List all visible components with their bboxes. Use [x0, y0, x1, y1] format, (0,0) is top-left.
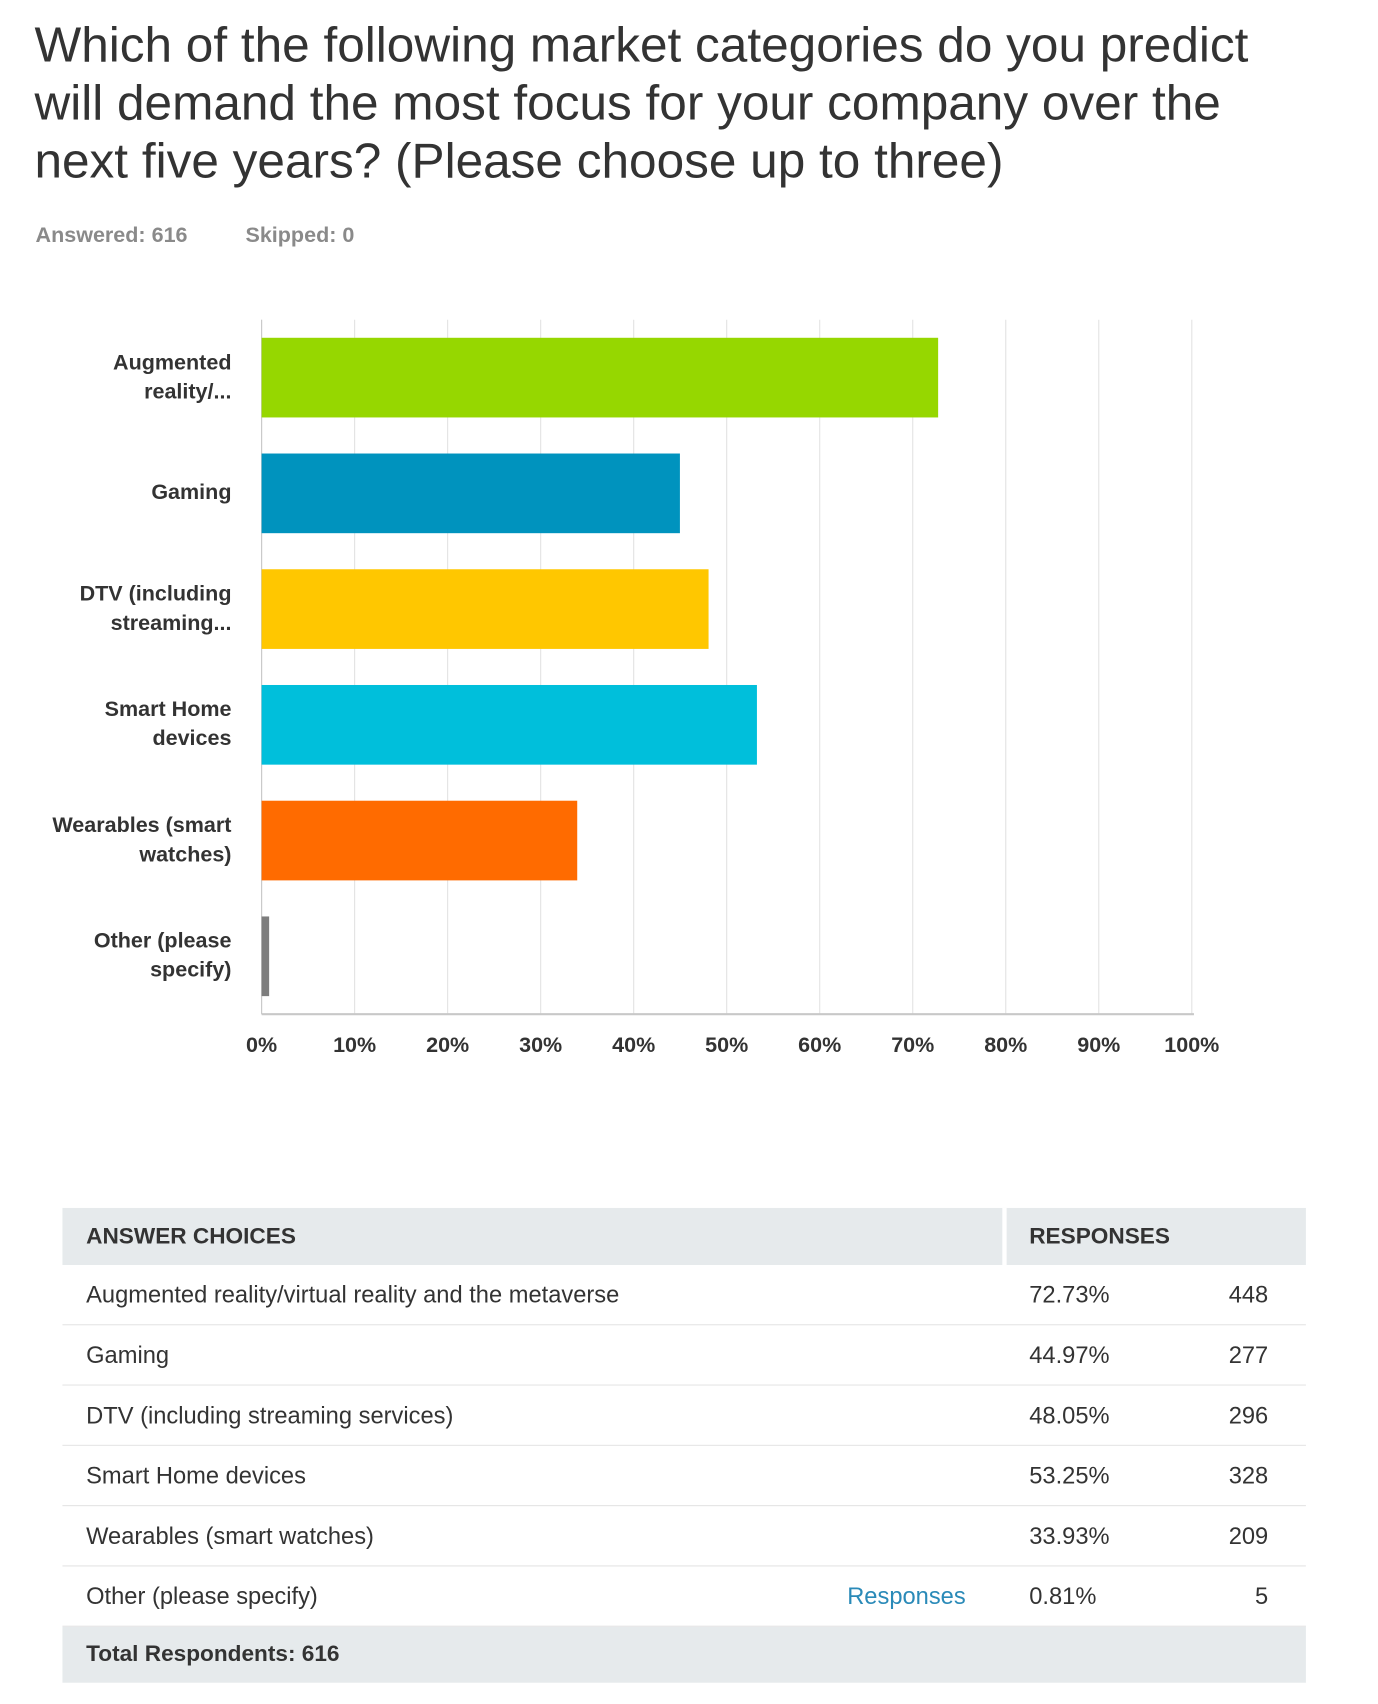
bar: [261, 337, 939, 418]
answered-count: Answered: 616: [35, 223, 188, 248]
total-respondents: Total Respondents: 616: [86, 1641, 340, 1667]
table-row: Wearables (smart watches) 33.93% 209: [62, 1506, 1306, 1567]
response-percent: 53.25%: [1029, 1461, 1110, 1489]
x-tick-label: 30%: [519, 1033, 562, 1057]
x-tick-label: 80%: [984, 1033, 1027, 1057]
x-tick-label: 70%: [891, 1033, 934, 1057]
table-header: ANSWER CHOICES RESPONSES: [62, 1207, 1306, 1266]
answer-choice: Augmented reality/virtual reality and th…: [86, 1280, 620, 1308]
x-tick-label: 40%: [612, 1033, 655, 1057]
header-cell: RESPONSES: [1029, 1223, 1170, 1249]
response-percent: 0.81%: [1029, 1582, 1097, 1609]
y-tick-label: Augmented reality/...: [113, 350, 232, 404]
x-tick-label: 60%: [798, 1033, 841, 1057]
table-row: Other (please specify) Responses 0.81% 5: [62, 1566, 1306, 1627]
bar: [261, 453, 680, 534]
response-count: 209: [1228, 1521, 1269, 1549]
y-tick-label: Gaming: [151, 480, 232, 505]
skipped-count: Skipped: 0: [245, 223, 355, 248]
response-percent: 72.73%: [1029, 1280, 1110, 1308]
response-count: 277: [1228, 1340, 1269, 1368]
response-percent: 33.93%: [1029, 1521, 1110, 1549]
y-tick-label: DTV (including streaming...: [79, 582, 232, 635]
table-row: Augmented reality/virtual reality and th…: [62, 1265, 1306, 1326]
responses-link[interactable]: Responses: [847, 1582, 966, 1609]
table-row: Smart Home devices 53.25% 328: [62, 1446, 1306, 1507]
x-tick-label: 20%: [426, 1033, 469, 1057]
y-tick-label: Smart Home devices: [104, 697, 232, 751]
response-count: 448: [1228, 1280, 1269, 1308]
response-percent: 44.97%: [1029, 1340, 1110, 1368]
response-count: 328: [1228, 1461, 1269, 1489]
table-row: DTV (including streaming services) 48.05%…: [62, 1386, 1306, 1446]
chart: 0% 10% 20% 30% 40% 50% 60% 70% 80% 90% 100%: [246, 319, 1219, 1057]
answer-choice: Smart Home devices: [86, 1461, 306, 1489]
response-percent: 48.05%: [1029, 1401, 1110, 1429]
x-tick-label: 10%: [333, 1033, 376, 1057]
table-body: Augmented reality/virtual reality and th…: [62, 1265, 1306, 1627]
bar: [261, 569, 709, 649]
table-footer: Total Respondents: 616: [62, 1626, 1306, 1683]
x-tick-label: 50%: [705, 1033, 748, 1057]
response-count: 296: [1228, 1401, 1269, 1429]
answer-choice: Other (please specify): [86, 1582, 318, 1609]
answer-choice: Gaming: [86, 1340, 170, 1368]
y-tick-label: Wearables (smart watches): [52, 813, 232, 867]
results-table: ANSWER CHOICES RESPONSES Augmented reali…: [62, 1207, 1306, 1683]
bar: [261, 684, 757, 765]
table-row: Gaming 44.97% 277: [62, 1325, 1306, 1386]
x-tick-label: 0%: [246, 1033, 277, 1057]
question-title: Which of the following market categories…: [34, 16, 1249, 189]
y-tick-label: Other (please specify): [93, 929, 232, 983]
answer-choice: DTV (including streaming services): [86, 1401, 454, 1429]
bar: [261, 916, 270, 997]
response-count: 5: [1255, 1582, 1269, 1609]
x-tick-label: 100%: [1164, 1033, 1219, 1057]
header-separator: [1002, 1207, 1007, 1266]
bar: [261, 800, 578, 881]
header-cell: ANSWER CHOICES: [86, 1223, 296, 1249]
answer-choice: Wearables (smart watches): [86, 1521, 374, 1549]
x-tick-label: 90%: [1077, 1033, 1120, 1057]
